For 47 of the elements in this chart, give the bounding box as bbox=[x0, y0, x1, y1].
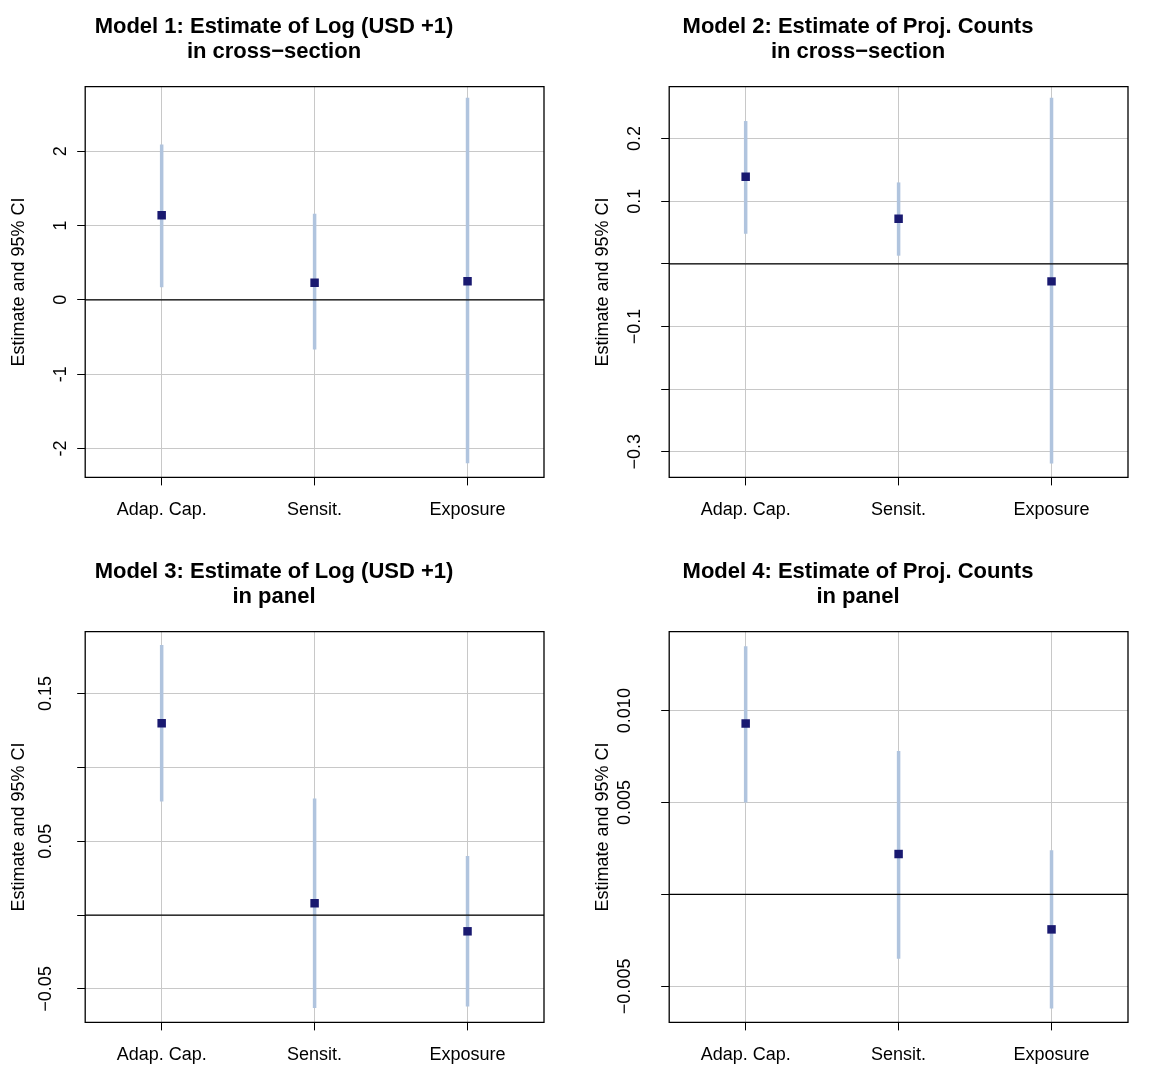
y-tick-label: 0.010 bbox=[614, 688, 635, 734]
y-axis-title: Estimate and 95% CI bbox=[591, 742, 612, 912]
y-tick-label: 2 bbox=[50, 146, 71, 157]
point bbox=[310, 899, 319, 908]
chart-title: Model 2: Estimate of Proj. Counts in cross−section bbox=[682, 12, 1034, 64]
x-tick-label: Adap. Cap. bbox=[700, 499, 791, 520]
x-tick-label: Adap. Cap. bbox=[116, 1044, 207, 1065]
chart-title: Model 3: Estimate of Log (USD +1) in panel bbox=[94, 557, 454, 609]
chart-title: Model 1: Estimate of Log (USD +1) in cross−section bbox=[94, 12, 454, 64]
x-tick-label: Sensit. bbox=[287, 1044, 343, 1065]
point bbox=[463, 927, 472, 936]
chart-title: Model 4: Estimate of Proj. Counts in panel bbox=[682, 557, 1034, 609]
y-tick-label: −0.3 bbox=[624, 433, 645, 470]
x-tick-label: Adap. Cap. bbox=[116, 499, 207, 520]
y-tick-label: 0.05 bbox=[35, 823, 56, 859]
point bbox=[741, 719, 750, 728]
x-tick-label: Exposure bbox=[1013, 1044, 1090, 1065]
point bbox=[894, 849, 903, 859]
x-tick-label: Adap. Cap. bbox=[700, 1044, 791, 1065]
y-axis-title: Estimate and 95% CI bbox=[591, 197, 612, 367]
point bbox=[157, 718, 166, 728]
x-tick-label: Sensit. bbox=[871, 1044, 927, 1065]
y-tick-label: −0.1 bbox=[624, 308, 645, 345]
point bbox=[741, 172, 750, 182]
point bbox=[894, 214, 903, 223]
y-tick-label: 0.1 bbox=[624, 188, 645, 214]
y-tick-label: 1 bbox=[50, 220, 71, 231]
y-axis-title: Estimate and 95% CI bbox=[7, 742, 28, 912]
point bbox=[157, 210, 166, 220]
x-tick-label: Exposure bbox=[429, 499, 506, 520]
y-tick-label: 0.2 bbox=[624, 126, 645, 152]
y-tick-label: 0.15 bbox=[35, 676, 56, 712]
point bbox=[310, 278, 319, 287]
x-tick-label: Exposure bbox=[1013, 499, 1090, 520]
x-tick-label: Sensit. bbox=[287, 499, 343, 520]
y-tick-label: −0.005 bbox=[614, 958, 635, 1015]
y-tick-label: −0.05 bbox=[35, 966, 56, 1012]
y-tick-label: -2 bbox=[50, 440, 71, 457]
point bbox=[463, 277, 472, 286]
x-tick-label: Exposure bbox=[429, 1044, 506, 1065]
point bbox=[1047, 277, 1056, 286]
point bbox=[1047, 925, 1056, 934]
y-tick-label: 0.005 bbox=[614, 780, 635, 826]
y-tick-label: 0 bbox=[50, 294, 71, 305]
x-tick-label: Sensit. bbox=[871, 499, 927, 520]
y-tick-label: -1 bbox=[50, 366, 71, 383]
y-axis-title: Estimate and 95% CI bbox=[7, 197, 28, 367]
